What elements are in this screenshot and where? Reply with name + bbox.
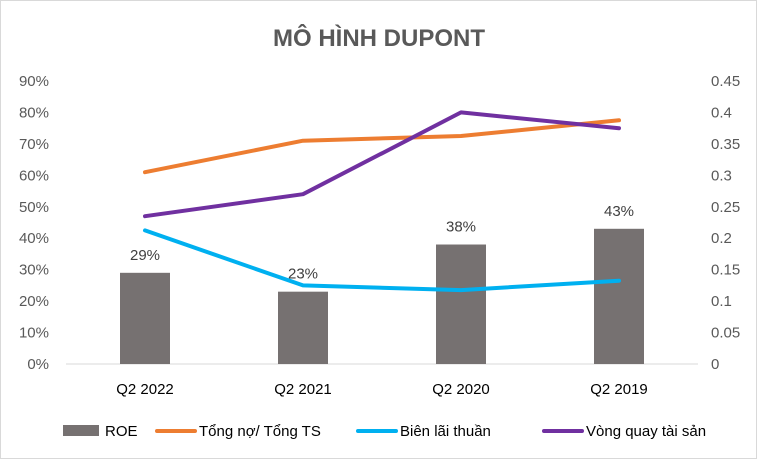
y-left-tick-label: 30%: [19, 262, 49, 279]
y-left-tick-label: 50%: [19, 199, 49, 216]
x-category-label: Q2 2022: [116, 381, 174, 398]
bar-series: [120, 228, 644, 364]
legend-swatch-bar: [63, 425, 99, 436]
y-right-tick-label: 0.15: [711, 262, 740, 279]
x-category-label: Q2 2021: [274, 381, 332, 398]
y-right-tick-label: 0.35: [711, 136, 740, 153]
bar-roe: [120, 272, 170, 364]
y-right-tick-label: 0.3: [711, 167, 732, 184]
line-series-path: [143, 118, 621, 175]
y-left-tick-label: 80%: [19, 104, 49, 121]
legend-entry-label: ROE: [105, 423, 138, 440]
line-series: [143, 110, 621, 293]
y-left-tick-label: 70%: [19, 136, 49, 153]
y-left-tick-label: 20%: [19, 293, 49, 310]
bar-data-label: 29%: [130, 247, 160, 264]
line-series-path: [143, 228, 621, 293]
y-right-tick-label: 0: [711, 356, 719, 373]
x-axis-categories: Q2 2022 Q2 2021 Q2 2020 Q2 2019: [116, 381, 648, 398]
bar-data-label: 38%: [446, 219, 476, 236]
x-category-label: Q2 2020: [432, 381, 490, 398]
legend-entry-label: Tổng nợ/ Tổng TS: [199, 423, 321, 440]
bar-data-labels: 29% 23% 38% 43%: [130, 203, 634, 283]
legend-entry-label: Biên lãi thuần: [400, 423, 491, 440]
y-left-tick-label: 40%: [19, 230, 49, 247]
y-right-tick-label: 0.4: [711, 104, 732, 121]
bar-roe: [436, 244, 486, 364]
y-left-tick-label: 90%: [19, 73, 49, 90]
bar-data-label: 23%: [288, 266, 318, 283]
legend-entry-label: Vòng quay tài sản: [586, 423, 706, 440]
y-left-tick-label: 10%: [19, 325, 49, 342]
bar-data-label: 43%: [604, 203, 634, 220]
y-right-tick-label: 0.25: [711, 199, 740, 216]
y-right-tick-label: 0.05: [711, 325, 740, 342]
y-axis-left: 0% 10% 20% 30% 40% 50% 60% 70% 80% 90%: [19, 73, 49, 373]
y-right-tick-label: 0.1: [711, 293, 732, 310]
y-right-tick-label: 0.45: [711, 73, 740, 90]
line-series-path: [143, 110, 621, 219]
bar-roe: [278, 291, 328, 364]
x-category-label: Q2 2019: [590, 381, 648, 398]
y-right-tick-label: 0.2: [711, 230, 732, 247]
y-axis-right: 0 0.05 0.1 0.15 0.2 0.25 0.3 0.35 0.4 0.45: [711, 73, 740, 373]
y-left-tick-label: 60%: [19, 167, 49, 184]
legend: ROE Tổng nợ/ Tổng TS Biên lãi thuần Vòng qu…: [63, 423, 706, 440]
bar-roe: [594, 228, 644, 364]
chart-title: MÔ HÌNH DUPONT: [273, 24, 485, 52]
y-left-tick-label: 0%: [27, 356, 49, 373]
